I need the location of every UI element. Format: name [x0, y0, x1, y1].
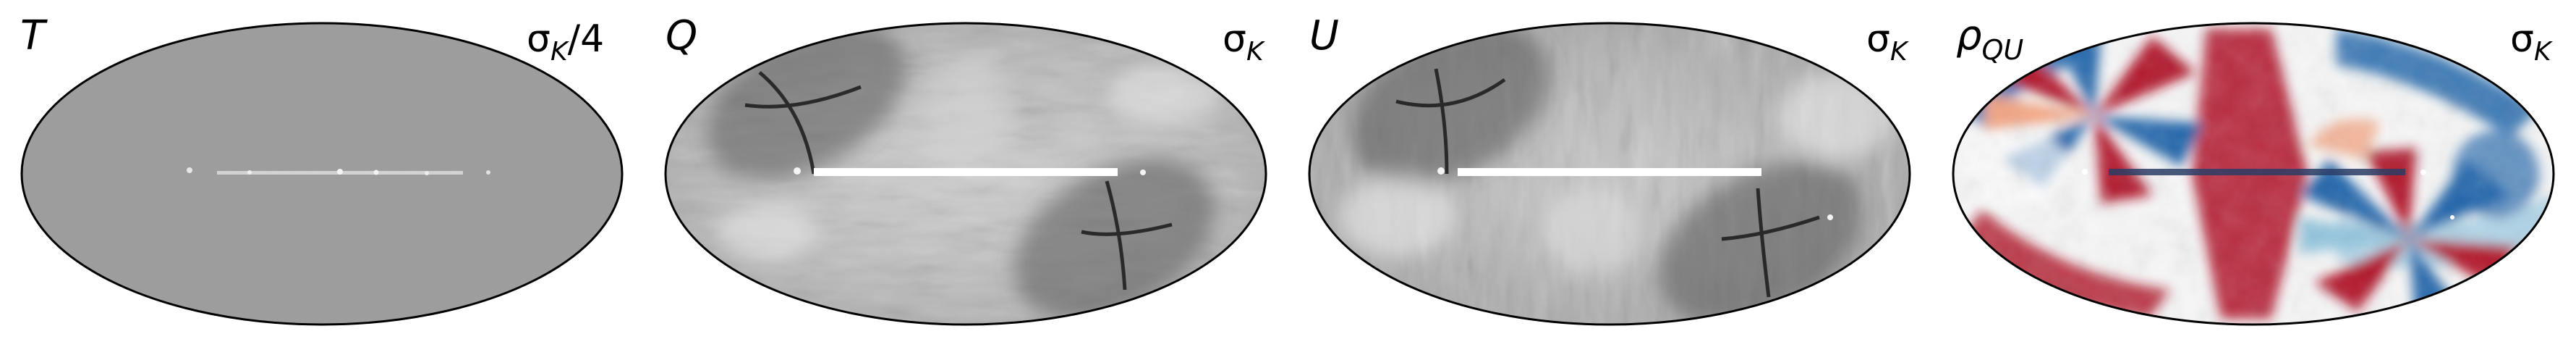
panel-label-q: Q	[666, 12, 698, 59]
map-outline-t	[20, 22, 624, 326]
scan-strokes-u	[1395, 68, 1820, 298]
map-panel-rho-qu: ρQU σK	[1931, 0, 2575, 347]
map-rho-qu-svg	[1952, 22, 2555, 326]
map-outline-rho-qu	[1952, 22, 2555, 326]
panel-label-rho-qu: ρQU	[1956, 12, 2024, 66]
map-panel-q: Q σK	[644, 0, 1288, 347]
scale-label-u: σK	[1866, 17, 1908, 67]
scan-strokes-q	[744, 71, 1173, 290]
galactic-plane-t	[187, 167, 490, 175]
map-outline-u	[1308, 22, 1911, 326]
map-panel-t: T σK/4	[0, 0, 644, 347]
galactic-plane-rho-qu	[2082, 169, 2454, 220]
galactic-plane-q	[794, 167, 1146, 176]
galactic-plane-u	[1437, 167, 1833, 220]
map-panel-u: U σK	[1288, 0, 1931, 347]
map-q-svg	[664, 22, 1267, 326]
panel-label-u: U	[1309, 12, 1339, 59]
map-t-svg	[20, 22, 624, 326]
map-u-svg	[1308, 22, 1911, 326]
scale-label-t: σK/4	[527, 17, 605, 67]
panel-label-t: T	[20, 12, 46, 59]
scale-label-q: σK	[1223, 17, 1264, 67]
map-outline-q	[664, 22, 1267, 326]
scale-label-rho-qu: σK	[2510, 17, 2551, 67]
